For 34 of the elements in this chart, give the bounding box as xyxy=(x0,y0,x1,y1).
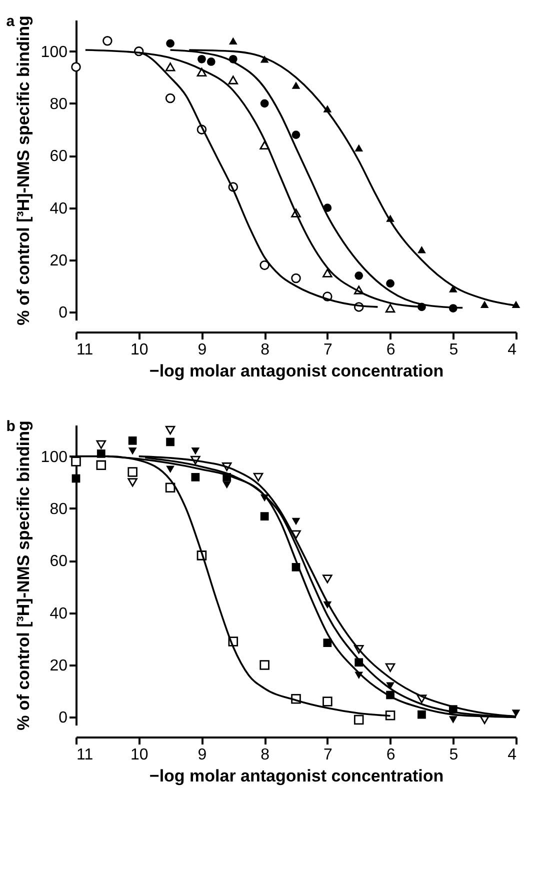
x-tick-label: 8 xyxy=(260,342,270,358)
y-axis-title: % of control [³H]-NMS specific binding xyxy=(14,16,33,326)
x-tick-label: 5 xyxy=(449,746,458,764)
y-axis-title: % of control [³H]-NMS specific binding xyxy=(14,420,33,730)
x-tick-label: 11 xyxy=(76,342,94,358)
x-tick-label: 9 xyxy=(198,342,207,358)
y-tick-label: 0 xyxy=(58,304,68,322)
chart-title: b xyxy=(6,418,16,436)
x-tick-label: 7 xyxy=(323,746,332,764)
x-tick-label: 8 xyxy=(260,746,270,764)
y-tick-label: 100 xyxy=(40,448,68,466)
x-tick-label: 7 xyxy=(323,342,332,358)
y-tick-label: 80 xyxy=(50,96,68,113)
y-tick-label: 0 xyxy=(58,710,68,727)
y-tick-label: 100 xyxy=(40,44,68,61)
x-tick-label: 9 xyxy=(198,746,207,764)
x-tick-label: 11 xyxy=(76,746,94,764)
y-tick-label: 40 xyxy=(50,605,68,622)
x-tick-label: 6 xyxy=(386,746,396,764)
x-tick-label: 10 xyxy=(130,746,148,764)
x-tick-label: 6 xyxy=(386,342,396,358)
x-tick-label: 10 xyxy=(130,342,148,358)
y-tick-label: 20 xyxy=(50,658,68,674)
y-tick-label: 60 xyxy=(50,148,68,166)
y-tick-label: 80 xyxy=(50,500,68,518)
x-tick-label: 4 xyxy=(508,342,517,358)
chart-title: a xyxy=(6,13,16,30)
y-tick-label: 20 xyxy=(50,252,68,270)
x-axis-title: −log molar antagonist concentration xyxy=(149,766,444,786)
x-axis-title: −log molar antagonist concentration xyxy=(149,362,444,380)
x-tick-label: 5 xyxy=(449,342,458,358)
y-tick-label: 40 xyxy=(50,200,68,218)
x-tick-label: 4 xyxy=(508,746,517,764)
y-tick-label: 60 xyxy=(50,553,68,570)
